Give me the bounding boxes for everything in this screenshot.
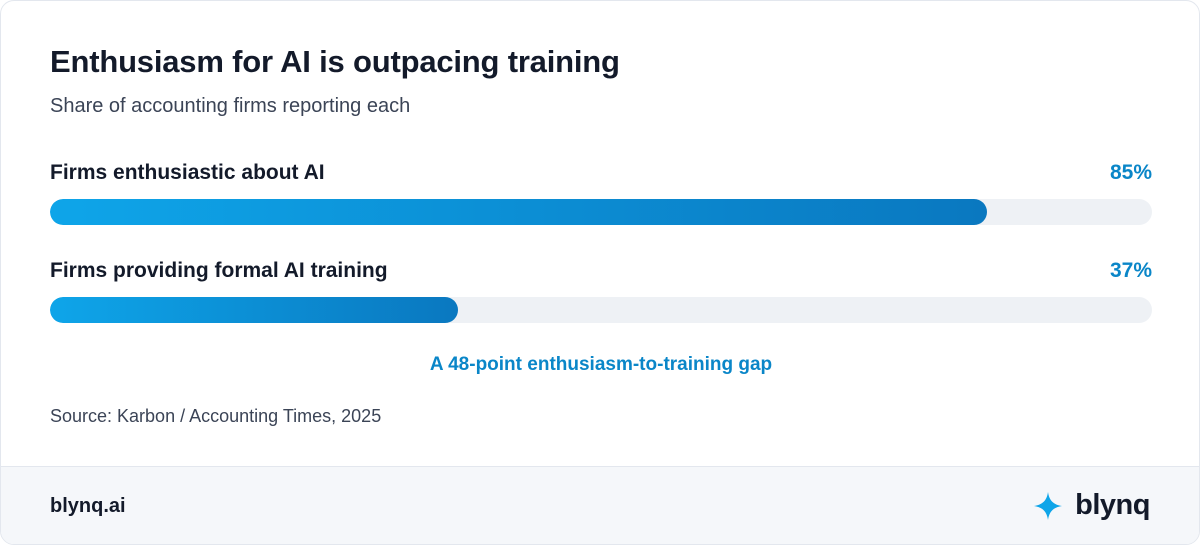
footer-url[interactable]: blynq.ai bbox=[50, 495, 126, 517]
bar-track bbox=[50, 199, 1152, 225]
bar-value-label: 37% bbox=[1109, 259, 1152, 282]
bar-fill-enthusiastic bbox=[50, 199, 987, 225]
chart-area: Enthusiasm for AI is outpacing training … bbox=[1, 1, 1199, 466]
source-note: Source: Karbon / Accounting Times, 2025 bbox=[50, 406, 382, 426]
bar-value-label: 85% bbox=[1109, 161, 1152, 184]
bar-track bbox=[50, 297, 1152, 323]
bar-fill-training bbox=[50, 297, 458, 323]
gap-annotation: A 48-point enthusiasm-to-training gap bbox=[429, 354, 773, 375]
footer: blynq.ai blynq bbox=[1, 466, 1199, 544]
chart-subtitle: Share of accounting firms reporting each bbox=[50, 95, 411, 117]
bar-label: Firms enthusiastic about AI bbox=[50, 161, 325, 184]
sparkle-icon bbox=[1034, 491, 1063, 520]
brand-logo: blynq bbox=[1033, 489, 1150, 522]
brand-name: blynq bbox=[1075, 489, 1150, 521]
bar-label: Firms providing formal AI training bbox=[50, 259, 388, 282]
chart-title: Enthusiasm for AI is outpacing training bbox=[50, 44, 620, 79]
